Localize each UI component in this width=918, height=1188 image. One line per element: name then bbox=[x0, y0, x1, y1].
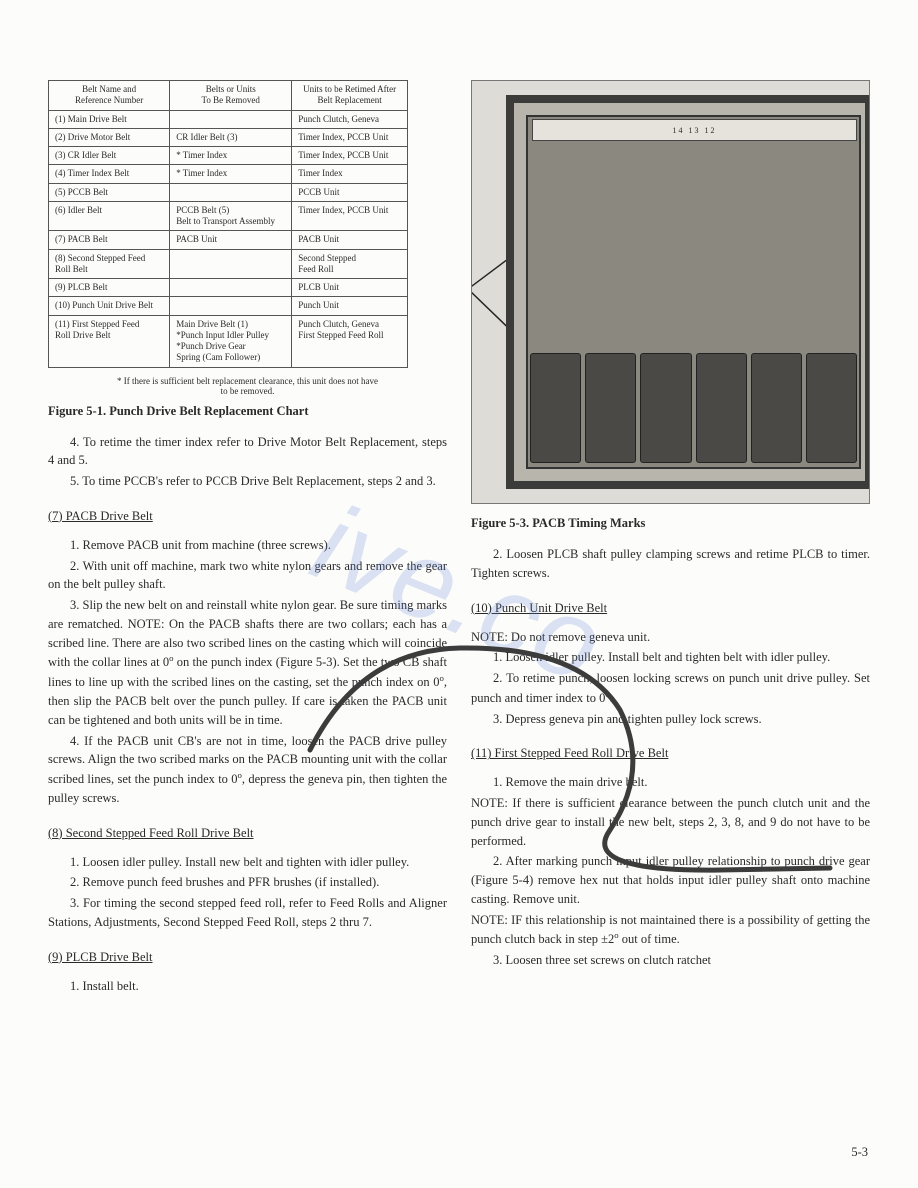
table-cell: PACB Unit bbox=[170, 231, 292, 249]
section-8-body: 1. Loosen idler pulley. Install new belt… bbox=[48, 853, 447, 932]
table-row: (3) CR Idler Belt* Timer IndexTimer Inde… bbox=[49, 147, 408, 165]
table-row: (4) Timer Index Belt* Timer IndexTimer I… bbox=[49, 165, 408, 183]
para: NOTE: IF this relationship is not mainta… bbox=[471, 911, 870, 950]
table-cell: PCCB Belt (5) Belt to Transport Assembly bbox=[170, 201, 292, 231]
table-cell: (4) Timer Index Belt bbox=[49, 165, 170, 183]
pacb-timing-marks-image: TIMING MARKS 14 13 12 bbox=[471, 80, 870, 504]
table-cell: Punch Unit bbox=[292, 297, 408, 315]
table-cell: (10) Punch Unit Drive Belt bbox=[49, 297, 170, 315]
table-row: (5) PCCB Belt PCCB Unit bbox=[49, 183, 408, 201]
para: 2. With unit off machine, mark two white… bbox=[48, 557, 447, 595]
table-cell bbox=[170, 279, 292, 297]
table-header: Belts or UnitsTo Be Removed bbox=[170, 81, 292, 111]
table-cell: (11) First Stepped Feed Roll Drive Belt bbox=[49, 315, 170, 367]
figure-5-3-caption: Figure 5-3. PACB Timing Marks bbox=[471, 516, 870, 531]
table-cell: (8) Second Stepped Feed Roll Belt bbox=[49, 249, 170, 279]
para: 5. To time PCCB's refer to PCCB Drive Be… bbox=[48, 472, 447, 491]
table-footnote: * If there is sufficient belt replacemen… bbox=[48, 376, 447, 396]
table-cell: Timer Index, PCCB Unit bbox=[292, 201, 408, 231]
table-cell: CR Idler Belt (3) bbox=[170, 128, 292, 146]
table-row: (9) PLCB Belt PLCB Unit bbox=[49, 279, 408, 297]
para: 1. Loosen idler pulley. Install new belt… bbox=[48, 853, 447, 872]
table-cell: PACB Unit bbox=[292, 231, 408, 249]
para: 1. Loosen idler pulley. Install belt and… bbox=[471, 648, 870, 667]
para: 2. Remove punch feed brushes and PFR bru… bbox=[48, 873, 447, 892]
para: 1. Remove PACB unit from machine (three … bbox=[48, 536, 447, 555]
para: 3. Loosen three set screws on clutch rat… bbox=[471, 951, 870, 970]
table-row: (7) PACB BeltPACB UnitPACB Unit bbox=[49, 231, 408, 249]
table-cell: Punch Clutch, Geneva bbox=[292, 110, 408, 128]
para: 2. To retime punch, loosen locking screw… bbox=[471, 669, 870, 708]
table-cell: (1) Main Drive Belt bbox=[49, 110, 170, 128]
para: 3. For timing the second stepped feed ro… bbox=[48, 894, 447, 932]
table-cell bbox=[170, 183, 292, 201]
section-10-body: NOTE: Do not remove geneva unit. 1. Loos… bbox=[471, 628, 870, 729]
table-header: Belt Name andReference Number bbox=[49, 81, 170, 111]
table-cell: Timer Index bbox=[292, 165, 408, 183]
section-8-heading: (8) Second Stepped Feed Roll Drive Belt bbox=[48, 826, 447, 841]
table-cell: PCCB Unit bbox=[292, 183, 408, 201]
table-row: (2) Drive Motor BeltCR Idler Belt (3)Tim… bbox=[49, 128, 408, 146]
table-row: (6) Idler BeltPCCB Belt (5) Belt to Tran… bbox=[49, 201, 408, 231]
table-row: (11) First Stepped Feed Roll Drive BeltM… bbox=[49, 315, 408, 367]
section-7-heading: (7) PACB Drive Belt bbox=[48, 509, 447, 524]
ruler-strip: 14 13 12 bbox=[532, 119, 857, 141]
table-cell bbox=[170, 110, 292, 128]
table-cell bbox=[170, 249, 292, 279]
right-after-fig: 2. Loosen PLCB shaft pulley clamping scr… bbox=[471, 545, 870, 583]
table-row: (8) Second Stepped Feed Roll Belt Second … bbox=[49, 249, 408, 279]
belt-replacement-table: Belt Name andReference Number Belts or U… bbox=[48, 80, 408, 368]
para: 1. Install belt. bbox=[48, 977, 447, 996]
para: NOTE: Do not remove geneva unit. bbox=[471, 628, 870, 647]
table-cell: Punch Clutch, Geneva First Stepped Feed … bbox=[292, 315, 408, 367]
section-9-body: 1. Install belt. bbox=[48, 977, 447, 996]
section-9-heading: (9) PLCB Drive Belt bbox=[48, 950, 447, 965]
table-cell: (7) PACB Belt bbox=[49, 231, 170, 249]
table-cell: (3) CR Idler Belt bbox=[49, 147, 170, 165]
table-cell: PLCB Unit bbox=[292, 279, 408, 297]
para: 3. Slip the new belt on and reinstall wh… bbox=[48, 596, 447, 730]
table-cell: Second Stepped Feed Roll bbox=[292, 249, 408, 279]
para: NOTE: If there is sufficient clearance b… bbox=[471, 794, 870, 850]
para: 2. After marking punch input idler pulle… bbox=[471, 852, 870, 908]
para: 3. Depress geneva pin and tighten pulley… bbox=[471, 710, 870, 729]
section-10-heading: (10) Punch Unit Drive Belt bbox=[471, 601, 870, 616]
table-cell bbox=[170, 297, 292, 315]
section-11-body: 1. Remove the main drive belt. NOTE: If … bbox=[471, 773, 870, 970]
table-cell: * Timer Index bbox=[170, 165, 292, 183]
table-cell: (9) PLCB Belt bbox=[49, 279, 170, 297]
figure-5-1-caption: Figure 5-1. Punch Drive Belt Replacement… bbox=[48, 404, 447, 419]
table-cell: Main Drive Belt (1) *Punch Input Idler P… bbox=[170, 315, 292, 367]
table-row: (10) Punch Unit Drive Belt Punch Unit bbox=[49, 297, 408, 315]
table-cell: Timer Index, PCCB Unit bbox=[292, 128, 408, 146]
page-number: 5-3 bbox=[851, 1145, 868, 1160]
para: 1. Remove the main drive belt. bbox=[471, 773, 870, 792]
table-row: (1) Main Drive Belt Punch Clutch, Geneva bbox=[49, 110, 408, 128]
table-header: Units to be Retimed AfterBelt Replacemen… bbox=[292, 81, 408, 111]
table-cell: (2) Drive Motor Belt bbox=[49, 128, 170, 146]
section-7-body: 1. Remove PACB unit from machine (three … bbox=[48, 536, 447, 808]
table-cell: Timer Index, PCCB Unit bbox=[292, 147, 408, 165]
left-intro-block: 4. To retime the timer index refer to Dr… bbox=[48, 433, 447, 491]
table-cell: * Timer Index bbox=[170, 147, 292, 165]
table-cell: (6) Idler Belt bbox=[49, 201, 170, 231]
para: 4. To retime the timer index refer to Dr… bbox=[48, 433, 447, 471]
section-11-heading: (11) First Stepped Feed Roll Drive Belt bbox=[471, 746, 870, 761]
para: 2. Loosen PLCB shaft pulley clamping scr… bbox=[471, 545, 870, 583]
table-cell: (5) PCCB Belt bbox=[49, 183, 170, 201]
para: 4. If the PACB unit CB's are not in time… bbox=[48, 732, 447, 808]
